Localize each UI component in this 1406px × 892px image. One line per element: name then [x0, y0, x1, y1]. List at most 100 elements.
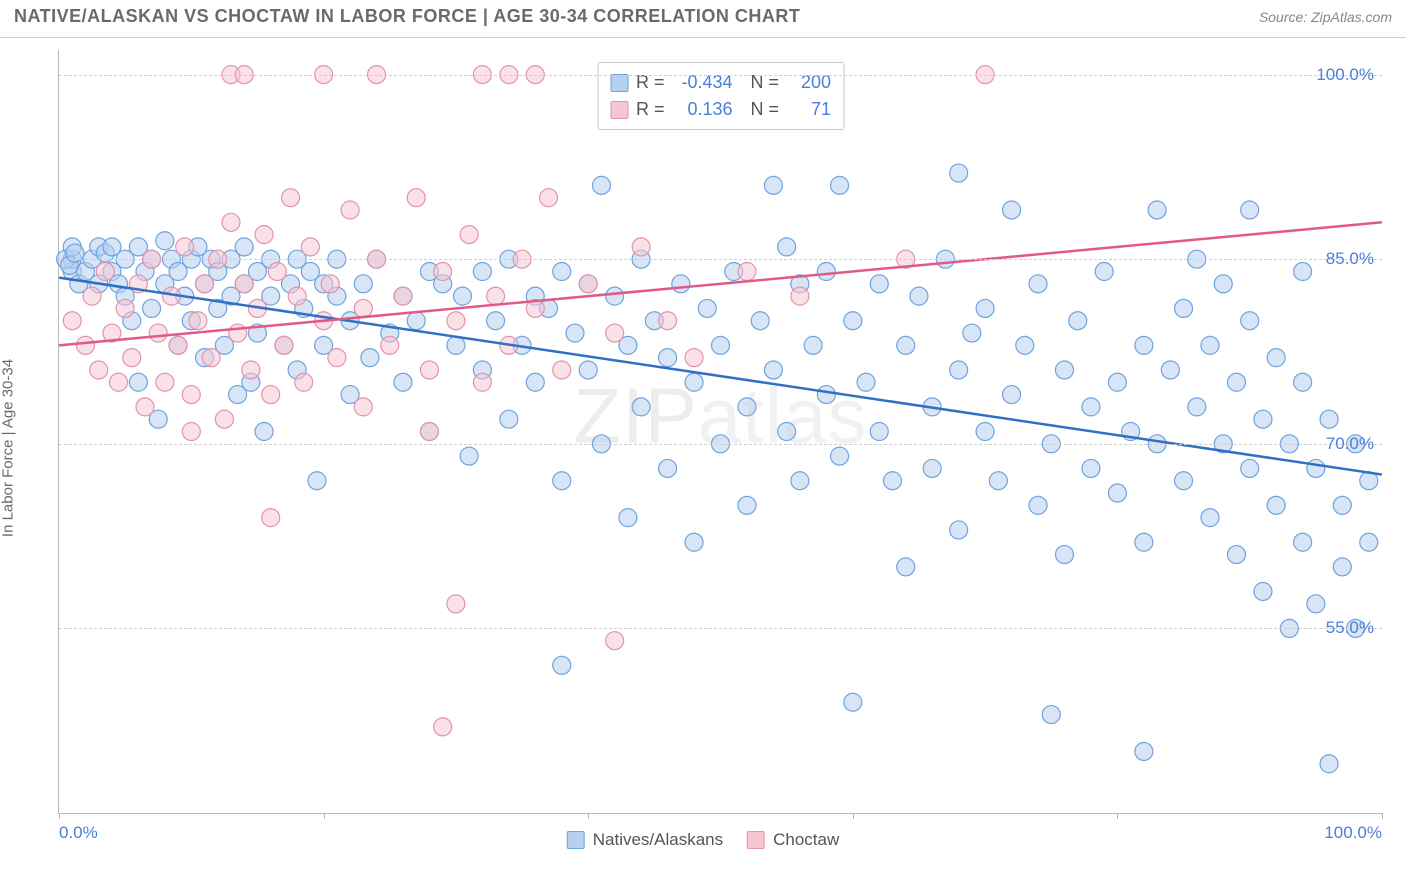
data-point [110, 373, 128, 391]
data-point [1148, 201, 1166, 219]
data-point [950, 361, 968, 379]
data-point [1003, 386, 1021, 404]
data-point [764, 361, 782, 379]
x-tick [1382, 813, 1383, 819]
data-point [407, 312, 425, 330]
data-point [923, 459, 941, 477]
data-point [1227, 373, 1245, 391]
data-point [632, 238, 650, 256]
data-point [553, 361, 571, 379]
x-tick [588, 813, 589, 819]
data-point [1055, 361, 1073, 379]
legend-swatch [610, 74, 628, 92]
data-point [857, 373, 875, 391]
data-point [1227, 546, 1245, 564]
chart-source: Source: ZipAtlas.com [1259, 9, 1392, 25]
legend-swatch [567, 831, 585, 849]
data-point [685, 533, 703, 551]
data-point [301, 238, 319, 256]
data-point [950, 521, 968, 539]
data-point [83, 287, 101, 305]
data-point [1360, 533, 1378, 551]
data-point [407, 189, 425, 207]
data-point [1055, 546, 1073, 564]
data-point [361, 349, 379, 367]
data-point [328, 349, 346, 367]
data-point [460, 447, 478, 465]
data-point [341, 201, 359, 219]
data-point [791, 472, 809, 490]
data-point [659, 312, 677, 330]
plot-area: ZIPatlas R =-0.434N =200R =0.136N =71 55… [58, 50, 1382, 814]
data-point [553, 263, 571, 281]
data-point [619, 509, 637, 527]
data-point [90, 361, 108, 379]
chart-title: NATIVE/ALASKAN VS CHOCTAW IN LABOR FORCE… [14, 6, 800, 27]
data-point [262, 509, 280, 527]
series-legend: Natives/AlaskansChoctaw [567, 830, 840, 850]
chart-header: NATIVE/ALASKAN VS CHOCTAW IN LABOR FORCE… [0, 0, 1406, 38]
data-point [1241, 459, 1259, 477]
x-tick [59, 813, 60, 819]
data-point [447, 336, 465, 354]
data-point [844, 312, 862, 330]
data-point [778, 423, 796, 441]
data-point [1135, 742, 1153, 760]
data-point [579, 361, 597, 379]
legend-n-label: N = [751, 96, 780, 123]
data-point [870, 423, 888, 441]
data-point [1016, 336, 1034, 354]
legend-r-label: R = [636, 96, 665, 123]
data-point [844, 693, 862, 711]
data-point [96, 263, 114, 281]
y-tick-label: 100.0% [1316, 65, 1374, 85]
data-point [354, 275, 372, 293]
data-point [268, 263, 286, 281]
data-point [500, 410, 518, 428]
data-point [606, 632, 624, 650]
data-point [817, 263, 835, 281]
data-point [1333, 558, 1351, 576]
data-point [976, 423, 994, 441]
data-point [606, 324, 624, 342]
legend-n-value: 200 [787, 69, 831, 96]
data-point [698, 299, 716, 317]
data-point [1069, 312, 1087, 330]
data-point [1320, 755, 1338, 773]
data-point [1201, 509, 1219, 527]
data-point [685, 349, 703, 367]
data-point [454, 287, 472, 305]
data-point [579, 275, 597, 293]
data-point [123, 349, 141, 367]
gridline [59, 444, 1382, 445]
data-point [553, 656, 571, 674]
data-point [1267, 349, 1285, 367]
data-point [487, 312, 505, 330]
data-point [1254, 582, 1272, 600]
data-point [897, 336, 915, 354]
y-axis-label: In Labor Force | Age 30-34 [0, 359, 17, 537]
data-point [804, 336, 822, 354]
x-tick [324, 813, 325, 819]
data-point [288, 287, 306, 305]
data-point [553, 472, 571, 490]
legend-r-label: R = [636, 69, 665, 96]
data-point [526, 373, 544, 391]
y-tick-label: 70.0% [1326, 434, 1374, 454]
legend-label: Choctaw [773, 830, 839, 850]
data-point [1320, 410, 1338, 428]
data-point [196, 275, 214, 293]
data-point [295, 373, 313, 391]
data-point [738, 263, 756, 281]
data-point [487, 287, 505, 305]
data-point [255, 423, 273, 441]
data-point [1307, 459, 1325, 477]
gridline [59, 628, 1382, 629]
legend-row: R =-0.434N =200 [610, 69, 831, 96]
data-point [1254, 410, 1272, 428]
data-point [447, 595, 465, 613]
data-point [473, 373, 491, 391]
data-point [910, 287, 928, 305]
data-point [1108, 373, 1126, 391]
data-point [592, 176, 610, 194]
